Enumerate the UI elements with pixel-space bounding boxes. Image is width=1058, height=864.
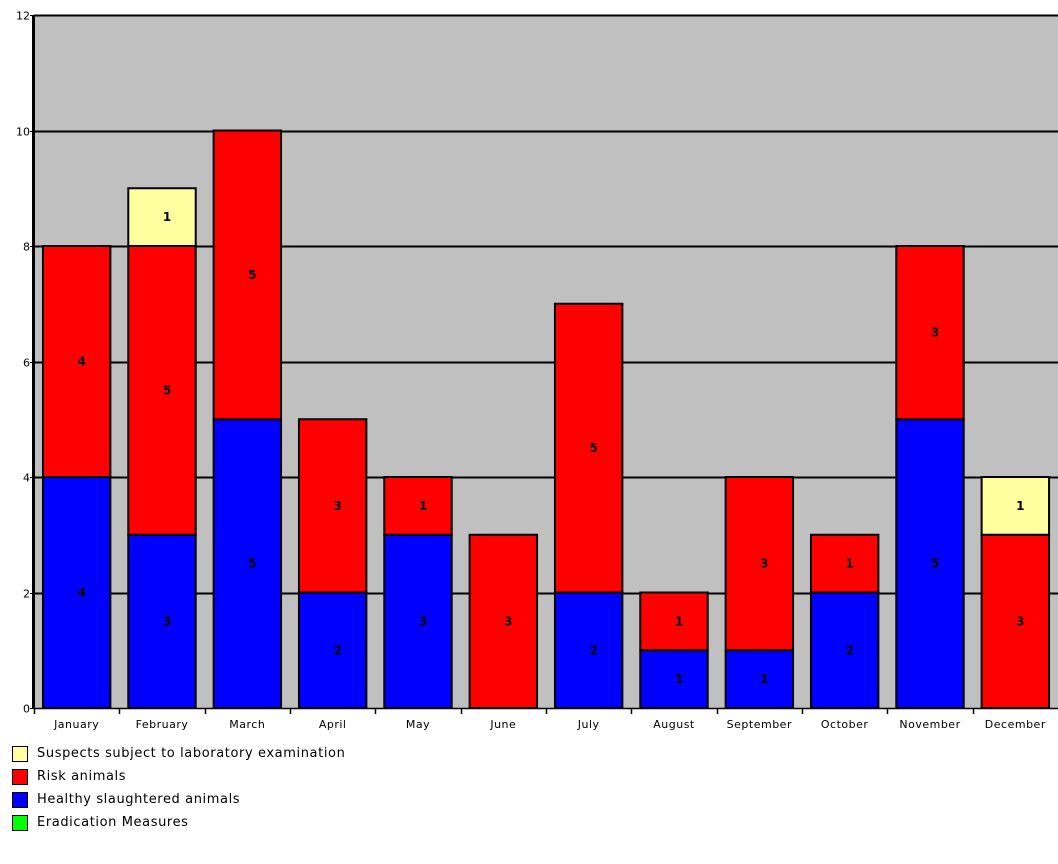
legend-swatch-healthy-slaughtered [12,791,28,808]
x-category-label: December [985,718,1046,731]
x-category-label: October [821,718,869,731]
data-label: 3 [760,557,768,571]
x-category-label: January [53,718,99,731]
x-category-label: April [319,718,347,731]
data-label: 1 [675,672,683,686]
bar-segment [127,245,197,536]
data-label: 1 [675,614,683,628]
x-category-label: August [653,718,695,731]
data-label: 3 [1016,614,1024,628]
legend-item-healthy-slaughtered: Healthy slaughtered animals [12,788,345,811]
y-tick-label: 6 [23,357,30,370]
x-category-label: May [406,718,430,731]
data-label: 1 [845,557,853,571]
data-label: 5 [589,441,597,455]
x-category-label: February [136,718,189,731]
bar-segment [41,245,112,478]
data-label: 1 [1016,499,1024,513]
data-label: 5 [248,557,256,571]
bar-segment [639,591,709,652]
bar-segment [895,418,965,709]
data-label: 3 [163,614,171,628]
legend-label-risk-animals: Risk animals [37,769,127,784]
bar-segment [895,245,965,421]
data-label: 1 [163,210,171,224]
legend-swatch-suspects [12,745,28,762]
legend-swatch-risk-animals [12,768,28,785]
data-label: 3 [504,614,512,628]
x-category-label: November [899,718,960,731]
gridlines [34,14,1058,595]
bar-segment [553,591,624,709]
y-tick-label: 2 [23,588,30,601]
bar-segment [553,302,624,594]
y-tick-label: 12 [16,10,30,23]
bar-segment [809,533,880,594]
bar-segment [383,533,453,709]
bar-segment [383,476,453,536]
legend: Suspects subject to laboratory examinati… [12,742,345,834]
bar-segment [468,533,539,709]
data-label: 3 [333,499,341,513]
x-category-label: June [489,718,516,731]
bar-segment [980,476,1051,536]
legend-item-suspects: Suspects subject to laboratory examinati… [12,742,345,765]
bar-segment [297,418,368,594]
data-label: 2 [845,643,853,657]
y-tick-label: 4 [23,472,30,485]
data-label: 3 [931,326,939,340]
legend-label-healthy-slaughtered: Healthy slaughtered animals [37,792,241,807]
data-label: 5 [248,268,256,282]
legend-label-eradication-measures: Eradication Measures [37,815,189,830]
bar-segment [809,591,880,709]
data-label: 5 [163,383,171,397]
data-label: 2 [589,643,597,657]
data-label: 2 [333,643,341,657]
bar-segment [724,476,795,652]
y-tick-label: 10 [16,126,30,139]
data-label: 1 [760,672,768,686]
bar-segment [127,187,197,247]
y-tick-label: 0 [23,703,30,716]
legend-item-eradication-measures: Eradication Measures [12,811,345,834]
bars: 4 4 3 5 1 5 5 2 3 3 1 3 2 5 1 1 1 3 2 1 5 3 3 1 [41,129,1051,709]
data-label: 5 [931,557,939,571]
data-label: 3 [419,614,427,628]
legend-label-suspects: Suspects subject to laboratory examinati… [37,746,346,761]
x-category-label: September [727,718,792,731]
bar-segment [41,476,112,709]
stacked-bar-chart: 4 4 3 5 1 5 5 2 3 3 1 3 2 5 1 1 1 3 2 1 5 3 3 1 0 2 4 6 8 10 12 Januar… [16,10,1058,731]
data-label: 4 [77,355,85,369]
data-label: 1 [419,499,427,513]
x-category-label: March [229,718,265,731]
data-label: 4 [77,586,85,600]
x-category-label: July [577,718,600,731]
bar-segment [980,533,1051,709]
y-tick-label: 8 [23,241,30,254]
legend-swatch-eradication-measures [12,814,28,831]
bar-segment [639,649,709,709]
legend-item-risk-animals: Risk animals [12,765,345,788]
bar-segment [127,533,197,709]
bar-segment [212,129,283,421]
